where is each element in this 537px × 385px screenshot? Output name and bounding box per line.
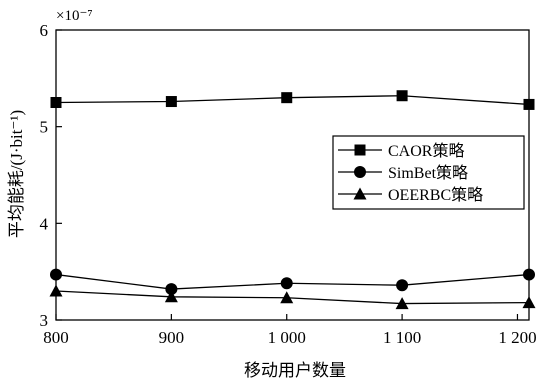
y-tick-label: 4: [40, 214, 49, 233]
x-tick-label: 1 200: [498, 328, 536, 347]
legend-label: OEERBC策略: [388, 186, 483, 204]
axis-layer: 3 4 5 6 800 900 1 000 1 100 1 200: [40, 21, 537, 347]
data-point-square: [523, 98, 535, 110]
data-point-triangle: [280, 291, 294, 304]
series-circle: [50, 268, 535, 296]
data-point-triangle: [522, 296, 536, 309]
data-point-circle: [50, 268, 62, 281]
legend-marker-circle: [354, 166, 366, 178]
data-point-square: [396, 90, 408, 102]
x-tick-label: 900: [159, 328, 185, 347]
plot-frame: [55, 29, 530, 321]
series-line: [55, 290, 530, 305]
y-tick-label: 6: [40, 21, 49, 40]
y-tick-label: 5: [40, 118, 49, 137]
data-point-circle: [396, 279, 409, 292]
data-point-triangle: [49, 284, 63, 297]
data-point-circle: [165, 283, 178, 296]
legend-marker-triangle: [353, 187, 367, 200]
y-exponent-label: ×10⁻⁷: [56, 8, 93, 24]
data-point-triangle: [164, 290, 178, 303]
x-tick-label: 800: [43, 328, 69, 347]
y-tick-label: 3: [40, 311, 49, 330]
series-triangle: [49, 284, 536, 310]
legend-label: SimBet策略: [388, 164, 468, 182]
legend-label: CAOR策略: [388, 142, 464, 160]
series-layer: [49, 90, 536, 310]
x-tick-label: 1 000: [268, 328, 306, 347]
data-point-triangle: [395, 297, 409, 310]
data-point-circle: [523, 268, 535, 281]
data-point-square: [50, 97, 62, 108]
data-point-square: [281, 92, 293, 104]
legend-marker-square: [354, 144, 366, 156]
plot-area: [55, 29, 530, 321]
data-point-circle: [280, 277, 293, 290]
data-point-square: [165, 96, 177, 108]
series-square: [50, 90, 535, 110]
x-axis-label: 移动用户数量: [244, 361, 346, 380]
y-axis-label: 平均能耗/(J·bit⁻¹): [7, 110, 26, 238]
x-tick-label: 1 100: [383, 328, 421, 347]
series-line: [55, 95, 530, 106]
legend: CAOR策略 SimBet策略 OEERBC策略: [332, 135, 525, 210]
